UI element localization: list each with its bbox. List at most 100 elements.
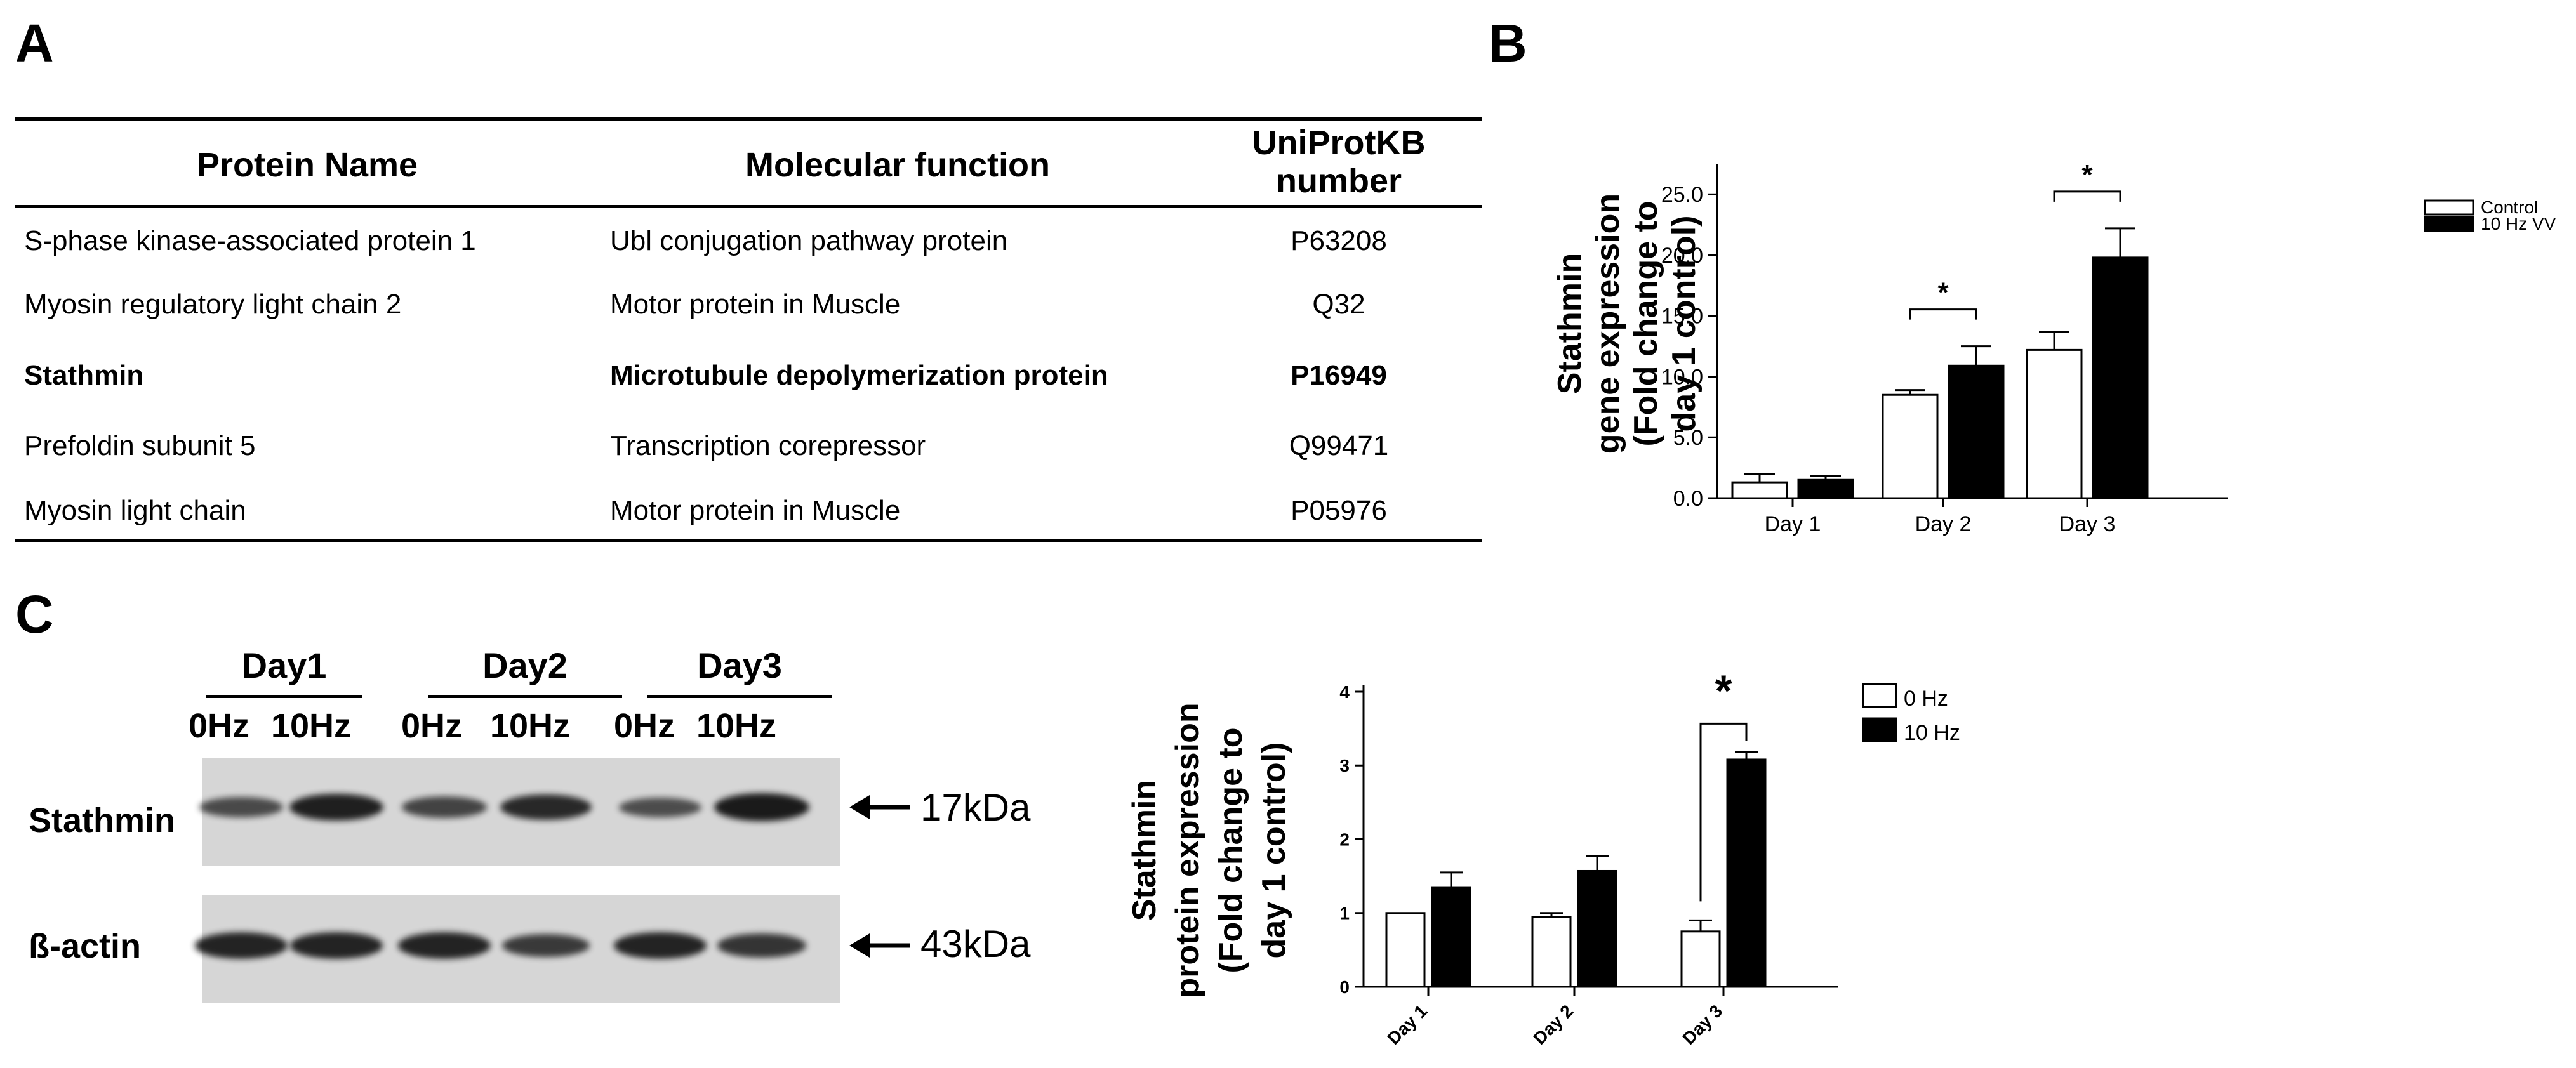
y-tick-label: 3 <box>1339 756 1350 775</box>
header-uniprot-number: UniProtKB number <box>1196 124 1482 200</box>
table-cell-protein-name: Myosin light chain <box>24 495 246 526</box>
blot-band <box>614 932 707 959</box>
table-cell-molecular-function: Microtubule depolymerization protein <box>610 360 1108 391</box>
significance-bracket <box>1699 722 1748 902</box>
blot-day-label: Day3 <box>697 645 782 685</box>
significance-bracket <box>2053 190 2121 202</box>
blot-lane-label: 0Hz <box>188 707 250 745</box>
table-cell-molecular-function: Motor protein in Muscle <box>610 289 901 320</box>
blot-day-underline <box>428 695 622 698</box>
bar <box>1731 481 1788 499</box>
table-cell-uniprot-id: Q32 <box>1312 289 1365 320</box>
y-axis-label-line: Stathmin <box>1126 780 1163 921</box>
blot-day-underline <box>647 695 832 698</box>
y-tick-label: 0.0 <box>1673 487 1703 511</box>
legend-label: 10 Hz <box>1904 721 1960 745</box>
legend-label: 10 Hz VV <box>2481 214 2556 234</box>
y-tick-label: 5.0 <box>1673 426 1703 450</box>
y-tick-label: 1 <box>1339 904 1350 923</box>
bar <box>2092 256 2149 499</box>
blot-band <box>500 794 592 821</box>
legend-swatch <box>1862 683 1897 708</box>
panel-label-a: A <box>15 13 54 73</box>
header-protein-name: Protein Name <box>196 146 418 184</box>
legend-label: 0 Hz <box>1904 687 1948 711</box>
chart-c-protein-expression: Stathmin protein expression (Fold change t… <box>1126 666 1960 1048</box>
y-axis-label-line: (Fold change to <box>1628 201 1664 446</box>
blot-lane-label: 10Hz <box>489 707 571 745</box>
panel-label-b: B <box>1489 13 1527 73</box>
blot-band <box>717 933 806 958</box>
blot-row-label: ß-actin <box>29 927 142 965</box>
header-molecular-function: Molecular function <box>745 146 1050 184</box>
table-cell-uniprot-id: P16949 <box>1291 360 1387 391</box>
blot-band <box>195 932 288 959</box>
table-top-rule <box>15 117 1482 121</box>
x-tick-label: Day 3 <box>1678 1001 1726 1048</box>
legend-swatch <box>2424 199 2474 216</box>
y-tick-label: 25.0 <box>1661 183 1703 207</box>
table-cell-molecular-function: Ubl conjugation pathway protein <box>610 225 1008 256</box>
blot-band <box>290 932 383 959</box>
blot-day-label: Day1 <box>241 645 327 685</box>
y-tick-label: 4 <box>1339 682 1350 702</box>
blot-day-underline <box>206 695 362 698</box>
x-tick-label: Day 1 <box>1383 1001 1431 1048</box>
table-cell-protein-name: S-phase kinase-associated protein 1 <box>24 225 476 256</box>
legend-swatch <box>2424 216 2474 232</box>
table-cell-molecular-function: Transcription corepressor <box>610 430 926 461</box>
y-axis-label-line: (Fold change to <box>1212 727 1249 973</box>
blot-band <box>199 796 283 818</box>
table-cell-uniprot-id: P05976 <box>1291 495 1387 526</box>
significance-bracket <box>1909 308 1977 320</box>
blot-row-label: Stathmin <box>29 801 176 840</box>
blot-band <box>398 932 491 959</box>
blot-lane-label: 0Hz <box>613 707 675 745</box>
y-tick-label: 10.0 <box>1661 365 1703 389</box>
x-tick-label: Day 3 <box>2059 512 2116 536</box>
blot-day-label: Day2 <box>482 645 568 685</box>
y-tick-label: 20.0 <box>1661 244 1703 268</box>
table-cell-uniprot-id: Q99471 <box>1289 430 1389 461</box>
significance-star: * <box>1937 277 1949 308</box>
bar <box>1577 869 1617 988</box>
arrow-left-icon <box>849 933 910 958</box>
table-cell-uniprot-id: P63208 <box>1291 225 1387 256</box>
table-header-rule <box>15 205 1482 208</box>
bar <box>1882 393 1939 499</box>
chart-b-gene-expression: Stathmin gene expression (Fold change to da… <box>1551 159 2556 536</box>
blot-molecular-weight: 17kDa <box>920 786 1031 829</box>
bar <box>1797 478 1854 499</box>
header-uniprot-line2: number <box>1275 162 1402 200</box>
bar <box>1431 886 1471 988</box>
bar <box>1680 930 1721 988</box>
y-axis-label-line: protein expression <box>1169 702 1206 998</box>
y-axis-label-line: gene expression <box>1590 194 1626 454</box>
x-tick-label: Day 2 <box>1915 512 1972 536</box>
table-cell-protein-name: Stathmin <box>24 360 144 391</box>
y-axis-label-line: day 1 control) <box>1256 742 1292 959</box>
bar <box>1385 912 1426 988</box>
blot-lane-label: 10Hz <box>696 707 777 745</box>
y-tick-label: 15.0 <box>1661 305 1703 329</box>
blot-band <box>502 933 590 958</box>
blot-band <box>619 797 701 817</box>
table-bottom-rule <box>15 539 1482 542</box>
x-tick-label: Day 2 <box>1529 1001 1577 1048</box>
blot-lane-label: 0Hz <box>401 707 463 745</box>
header-uniprot-line1: UniProtKB <box>1252 124 1426 162</box>
blot-band <box>714 793 809 821</box>
legend-label: Control <box>2481 197 2538 217</box>
blot-band <box>289 793 383 821</box>
bar <box>2026 348 2083 499</box>
bar <box>1726 758 1767 988</box>
significance-star: * <box>2081 159 2093 190</box>
bar <box>1948 364 2005 499</box>
legend-swatch <box>1862 717 1897 742</box>
table-cell-protein-name: Myosin regulatory light chain 2 <box>24 289 402 320</box>
panel-label-c: C <box>15 584 54 644</box>
y-tick-label: 0 <box>1339 977 1350 997</box>
western-blot: Day1 Day2 Day3 0Hz 10Hz 0Hz 10Hz 0Hz 10Hz Stathmi… <box>0 622 1079 1034</box>
arrow-left-icon <box>849 795 910 819</box>
x-tick-label: Day 1 <box>1765 512 1821 536</box>
